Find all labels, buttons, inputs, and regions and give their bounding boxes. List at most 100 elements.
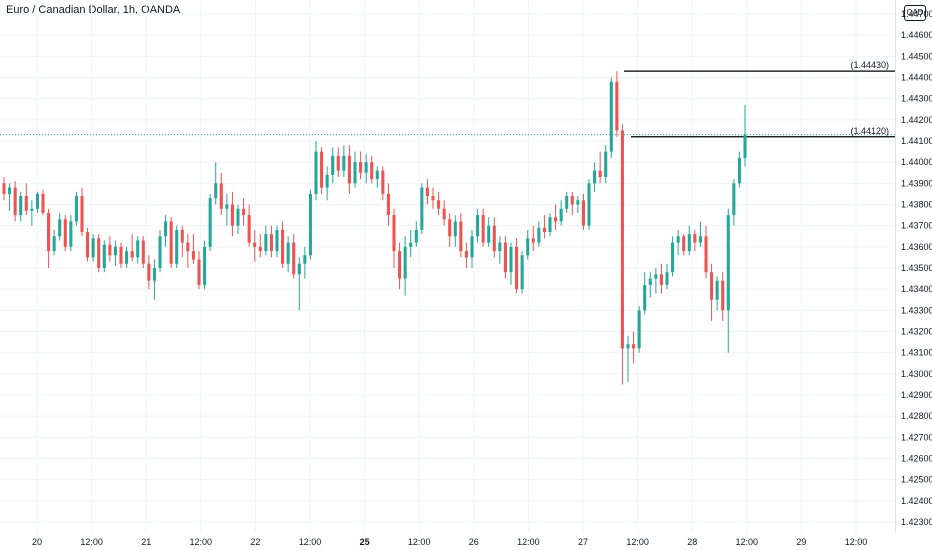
candle-body [492,225,496,252]
candle-body [74,196,78,222]
candle-body [598,170,602,177]
candle-body [130,251,134,258]
candle-body [743,134,747,158]
candle-body [108,244,112,256]
time-axis[interactable]: 20 12:00 21 12:00 22 12:00 25 12:00 26 12:00 27 12:… [32,537,867,547]
candle-body [253,242,257,247]
candle-body [364,162,368,173]
candle-body [381,170,385,194]
candle-body [520,255,524,290]
candle-body [654,274,658,279]
candle-body [275,229,279,252]
candle-body [236,208,240,226]
candle-body [587,183,591,226]
candle-body [281,229,285,264]
candle-body [721,280,725,311]
candle-body [264,234,268,252]
y-tick-label: 1.43400 [901,284,932,294]
x-tick-label: 12:00 [736,537,759,547]
candle-body [125,251,129,264]
y-tick-label: 1.44300 [901,94,932,104]
candle-body [286,242,290,264]
candle-body [386,193,390,216]
candle-body [665,272,669,285]
candle-body [464,251,468,258]
y-tick-label: 1.44200 [901,115,932,125]
candle-body [297,263,301,275]
candle-body [152,268,156,281]
candle-body [325,174,329,188]
candle-body [147,263,151,281]
candle-body [615,81,619,131]
candle-body [370,162,374,180]
candle-body [576,200,580,205]
candle-body [425,187,429,197]
candle-body [292,242,296,275]
candle-body [35,193,39,209]
y-tick-label: 1.44400 [901,73,932,83]
candle-body [331,155,335,175]
y-tick-label: 1.42800 [901,411,932,421]
candle-body [609,81,613,152]
x-tick-label: 25 [360,537,370,547]
candle-body [164,221,168,237]
candle-body [69,221,73,247]
y-tick-label: 1.43200 [901,327,932,337]
candle-body [515,246,519,290]
currency-badge[interactable]: CAD [904,5,926,21]
level-label: (1.44120) [850,126,889,136]
y-tick-label: 1.43300 [901,305,932,315]
y-tick-label: 1.42700 [901,432,932,442]
level-label: (1.44430) [850,60,889,70]
candle-body [392,215,396,252]
price-axis[interactable]: 1.44700 1.44600 1.44500 1.44400 1.44300 1.442… [901,9,932,527]
candle-body [581,200,585,226]
candle-body [470,236,474,258]
x-tick-label: 12:00 [845,537,868,547]
candle-body [219,183,223,209]
x-tick-label: 12:00 [517,537,540,547]
candle-body [531,238,535,243]
x-tick-label: 12:00 [408,537,431,547]
candle-body [175,229,179,264]
candle-body [403,246,407,279]
candle-body [52,236,56,252]
y-tick-label: 1.43900 [901,178,932,188]
x-tick-label: 12:00 [626,537,649,547]
candle-body [565,196,569,209]
candle-body [442,208,446,220]
y-tick-label: 1.44600 [901,30,932,40]
candle-body [141,240,145,264]
y-tick-label: 1.42400 [901,496,932,506]
y-tick-label: 1.43000 [901,369,932,379]
candle-body [420,187,424,230]
x-tick-label: 26 [469,537,479,547]
candle-body [180,229,184,243]
candle-body [91,238,95,258]
candle-body [113,246,117,256]
candle-body [375,170,379,180]
candle-body [398,251,402,279]
candle-body [97,238,101,268]
y-tick-label: 1.42900 [901,390,932,400]
candle-body [643,284,647,311]
x-tick-label: 12:00 [190,537,213,547]
candle-body [342,155,346,171]
candle-body [414,229,418,243]
candle-body [41,193,45,213]
y-tick-label: 1.43700 [901,221,932,231]
candle-body [498,242,502,252]
candle-body [453,221,457,237]
candle-body [320,151,324,188]
candle-body [542,227,546,233]
candle-body [671,242,675,273]
candle-body [86,232,90,258]
candle-body [13,187,17,216]
x-tick-label: 27 [578,537,588,547]
candle-body [570,196,574,205]
candle-body [347,155,351,184]
candle-body [242,208,246,216]
candle-body [676,236,680,243]
candle-body [47,212,51,252]
